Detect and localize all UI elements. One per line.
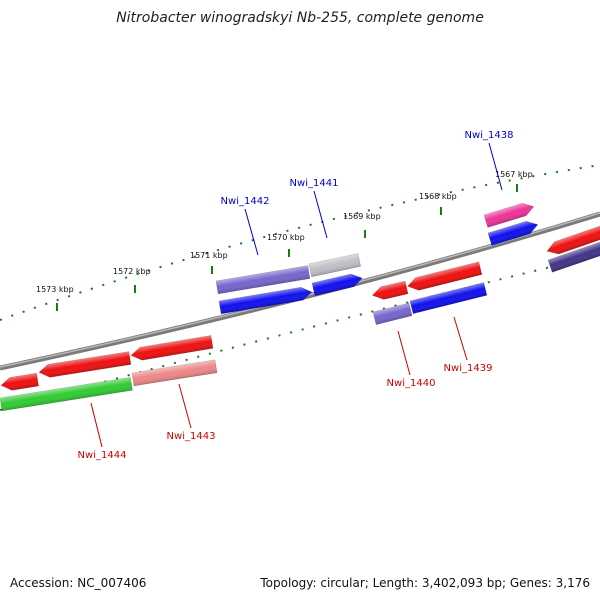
- gene-nwi-1444[interactable]: [0, 377, 133, 412]
- gene-callouts: [90, 142, 503, 448]
- callout-line: [397, 330, 411, 376]
- tick-label: 1571 kbp: [190, 251, 228, 260]
- gene-nwi-1439[interactable]: [409, 282, 488, 314]
- gene-tracks: [0, 200, 600, 412]
- gene-nwi-1441[interactable]: [308, 253, 361, 278]
- gene-arrow[interactable]: [38, 351, 132, 379]
- gene-nwi-1443[interactable]: [131, 359, 218, 387]
- tick-label: 1572 kbp: [113, 267, 151, 276]
- gene-arrow[interactable]: [218, 286, 313, 315]
- tick-label: 1568 kbp: [419, 192, 457, 201]
- gene-arrow-shade: [132, 359, 217, 386]
- callout-line: [178, 383, 192, 429]
- genome-backbone-highlight: [0, 212, 600, 368]
- gene-arrow[interactable]: [130, 335, 214, 361]
- gene-arrow-shade: [373, 303, 413, 325]
- tick-label: 1570 kbp: [267, 233, 305, 242]
- gene-arrow-shade: [131, 335, 214, 361]
- gene-arrow[interactable]: [487, 218, 540, 246]
- genome-backbone: [0, 211, 600, 371]
- gene-label-nwi-1438[interactable]: Nwi_1438: [465, 130, 514, 141]
- gene-arrow[interactable]: [371, 280, 409, 302]
- scale-major-ticks: [56, 184, 518, 311]
- gene-label-nwi-1443[interactable]: Nwi_1443: [167, 431, 216, 442]
- gene-arrow-shade: [547, 225, 600, 255]
- callout-line: [488, 142, 503, 191]
- gene-arrow[interactable]: [0, 372, 39, 392]
- gene-arrow-shade: [0, 377, 133, 411]
- gene-arrow[interactable]: [406, 261, 483, 293]
- genome-summary-text: Topology: circular; Length: 3,402,093 bp…: [260, 576, 590, 590]
- gene-labels: Nwi_1438 Nwi_1441 Nwi_1442 Nwi_1439 Nwi_…: [78, 130, 514, 461]
- gene-label-nwi-1442[interactable]: Nwi_1442: [221, 196, 270, 207]
- gene-arrow[interactable]: [311, 272, 364, 297]
- gene-arrow-shade: [484, 203, 534, 228]
- gene-label-nwi-1441[interactable]: Nwi_1441: [290, 178, 339, 189]
- gene-arrow-shade: [39, 351, 131, 378]
- map-title: Nitrobacter winogradskyi Nb-255, complet…: [116, 10, 484, 26]
- callout-line: [453, 316, 468, 361]
- gene-arrow-shade: [1, 373, 39, 391]
- accession-text: Accession: NC_007406: [10, 576, 147, 590]
- gene-arrow-shade: [372, 281, 409, 300]
- tick-label: 1569 kbp: [343, 212, 381, 221]
- scale-tick-labels: 1573 kbp 1572 kbp 1571 kbp 1570 kbp 1569…: [36, 170, 533, 294]
- gene-arrow-shade: [312, 274, 363, 296]
- callout-line: [313, 190, 328, 239]
- gene-arrow[interactable]: [545, 225, 600, 257]
- callout-line: [244, 208, 259, 256]
- tick-label: 1573 kbp: [36, 285, 74, 294]
- gene-arrow-shade: [410, 282, 487, 314]
- gene-arrow[interactable]: [547, 240, 600, 273]
- gene-nwi-1442[interactable]: [215, 265, 311, 295]
- tick-label: 1567 kbp: [495, 170, 533, 179]
- gene-arrow-shade: [309, 253, 361, 277]
- gene-label-nwi-1444[interactable]: Nwi_1444: [78, 450, 127, 461]
- gene-arrow-shade: [548, 240, 600, 273]
- gene-nwi-1438[interactable]: [483, 200, 536, 228]
- callout-line: [90, 402, 103, 448]
- gene-nwi-1440[interactable]: [372, 302, 413, 325]
- gene-arrow-shade: [216, 265, 310, 294]
- gene-arrow-shade: [219, 287, 312, 314]
- gene-label-nwi-1440[interactable]: Nwi_1440: [387, 378, 436, 389]
- scale-ring-lower: [0, 254, 600, 411]
- gene-arrow-shade: [488, 221, 538, 246]
- gene-label-nwi-1439[interactable]: Nwi_1439: [444, 363, 493, 374]
- gene-arrow-shade: [407, 261, 482, 291]
